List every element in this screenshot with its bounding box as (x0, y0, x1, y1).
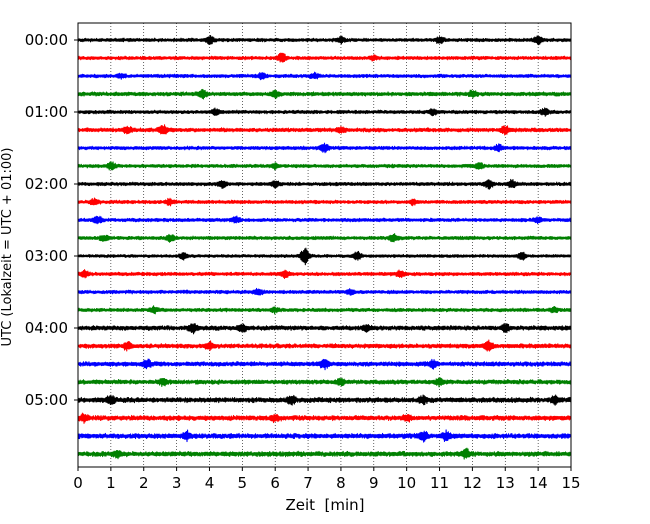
trace-0245 (77, 233, 572, 243)
trace-0345 (77, 305, 572, 315)
trace-0415 (77, 339, 572, 352)
x-tick-label: 5 (238, 474, 248, 492)
trace-0545 (77, 447, 572, 460)
trace-0400 (77, 322, 572, 335)
x-tick-label: 1 (106, 474, 116, 492)
x-tick-label: 6 (270, 474, 280, 492)
plot-frame (77, 22, 572, 468)
y-tick-label: 04:00 (25, 319, 68, 337)
trace-0315 (77, 269, 572, 279)
trace-layer (77, 35, 572, 460)
x-tick-label: 4 (205, 474, 215, 492)
x-tick-label: 2 (139, 474, 149, 492)
trace-0000 (77, 35, 572, 46)
x-axis-label: Zeit [min] (285, 496, 364, 514)
trace-0445 (77, 377, 572, 388)
trace-0515 (77, 412, 572, 424)
y-tick-label: 00:00 (25, 31, 68, 49)
x-tick-label: 11 (430, 474, 449, 492)
tick-layer: 0 1 2 3 4 5 6 7 8 9 10 11 12 13 14 1500:0001:0002:0003:… (25, 31, 581, 492)
y-axis-label: UTC (Lokalzeit = UTC + 01:00) (0, 148, 15, 347)
x-tick-label: 3 (172, 474, 182, 492)
x-tick-label: 8 (336, 474, 346, 492)
y-tick-label: 02:00 (25, 175, 68, 193)
trace-0230 (77, 215, 572, 225)
trace-0530 (77, 429, 572, 443)
trace-0500 (77, 394, 572, 406)
trace-0145 (77, 161, 572, 171)
trace-0300 (77, 247, 572, 266)
x-tick-label: 14 (529, 474, 548, 492)
y-tick-label: 03:00 (25, 247, 68, 265)
trace-0045 (77, 88, 572, 100)
trace-0430 (77, 358, 572, 371)
trace-0115 (77, 124, 572, 136)
trace-0130 (77, 142, 572, 154)
y-tick-label: 01:00 (25, 103, 68, 121)
trace-0015 (77, 52, 572, 63)
x-tick-label: 15 (561, 474, 580, 492)
trace-0030 (77, 71, 572, 81)
trace-0215 (77, 197, 572, 207)
x-tick-label: 0 (73, 474, 83, 492)
x-tick-label: 13 (496, 474, 515, 492)
grid-layer (110, 23, 539, 467)
x-tick-label: 12 (463, 474, 482, 492)
x-tick-label: 10 (397, 474, 416, 492)
x-tick-label: 9 (369, 474, 379, 492)
trace-0100 (77, 107, 572, 117)
x-tick-label: 7 (303, 474, 313, 492)
trace-0200 (77, 178, 572, 190)
y-tick-label: 05:00 (25, 391, 68, 409)
trace-0330 (77, 287, 572, 296)
